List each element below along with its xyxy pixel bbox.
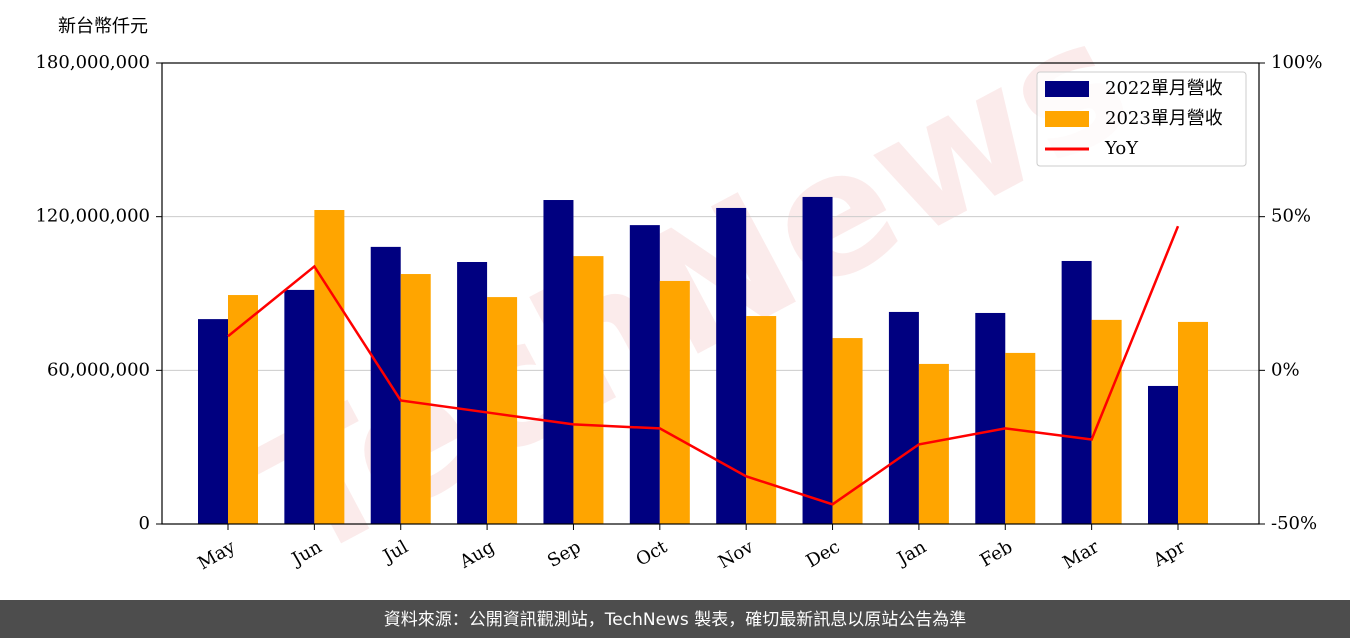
bar (543, 200, 574, 524)
legend-box (1036, 71, 1247, 167)
bar (284, 289, 315, 524)
bar (716, 207, 747, 524)
x-tick-label: Jan (892, 536, 930, 570)
bar (370, 246, 401, 525)
x-tick-label: Mar (1059, 536, 1103, 573)
bar (802, 196, 833, 524)
legend-swatch (1045, 81, 1089, 97)
bar (228, 295, 258, 524)
x-tick-label: Dec (803, 536, 844, 572)
bar (975, 312, 1006, 524)
bar (888, 311, 919, 524)
x-tick-label: Nov (715, 536, 758, 573)
bar (1178, 321, 1208, 524)
x-tick-label: Sep (544, 536, 584, 571)
y-tick-label: 60,000,000 (47, 359, 150, 380)
legend-label: 2022單月營收 (1105, 78, 1223, 99)
bar (1091, 319, 1122, 524)
bar (1148, 385, 1178, 524)
legend-label: 2023單月營收 (1105, 108, 1223, 129)
bar (573, 256, 604, 524)
y-axis-label: 新台幣仟元 (58, 16, 148, 37)
x-tick-label: May (194, 536, 239, 574)
yoy-line (227, 225, 1180, 506)
x-tick-label: Apr (1149, 536, 1189, 571)
bar (457, 261, 488, 524)
bar (1005, 352, 1036, 524)
footer: 資料來源：公開資訊觀測站，TechNews 製表，確切最新訊息以原站公告為準 (384, 610, 966, 630)
y-tick-label: 180,000,000 (35, 52, 150, 73)
footer-bar (0, 600, 1350, 638)
x-tick-label: Oct (633, 536, 672, 571)
bar (198, 319, 228, 524)
y-tick-label: 120,000,000 (35, 206, 150, 227)
y2-tick-label: 50% (1271, 206, 1311, 227)
bar (487, 297, 518, 524)
legend-label: YoY (1104, 138, 1139, 159)
y2-tick-label: 100% (1271, 52, 1322, 73)
x-tick-label: Feb (977, 536, 1017, 571)
bar (659, 280, 690, 524)
y2-tick-label: 0% (1271, 359, 1300, 380)
legend-swatch (1045, 111, 1089, 127)
y-tick-label: 0 (139, 513, 150, 534)
bar (629, 225, 660, 524)
x-tick-label: Aug (455, 536, 498, 573)
plot-frame (161, 62, 1260, 525)
bar (314, 210, 345, 524)
bar (832, 338, 863, 524)
bar (746, 316, 777, 524)
bar (400, 274, 431, 524)
bar (1061, 260, 1092, 524)
y2-tick-label: -50% (1271, 513, 1317, 534)
